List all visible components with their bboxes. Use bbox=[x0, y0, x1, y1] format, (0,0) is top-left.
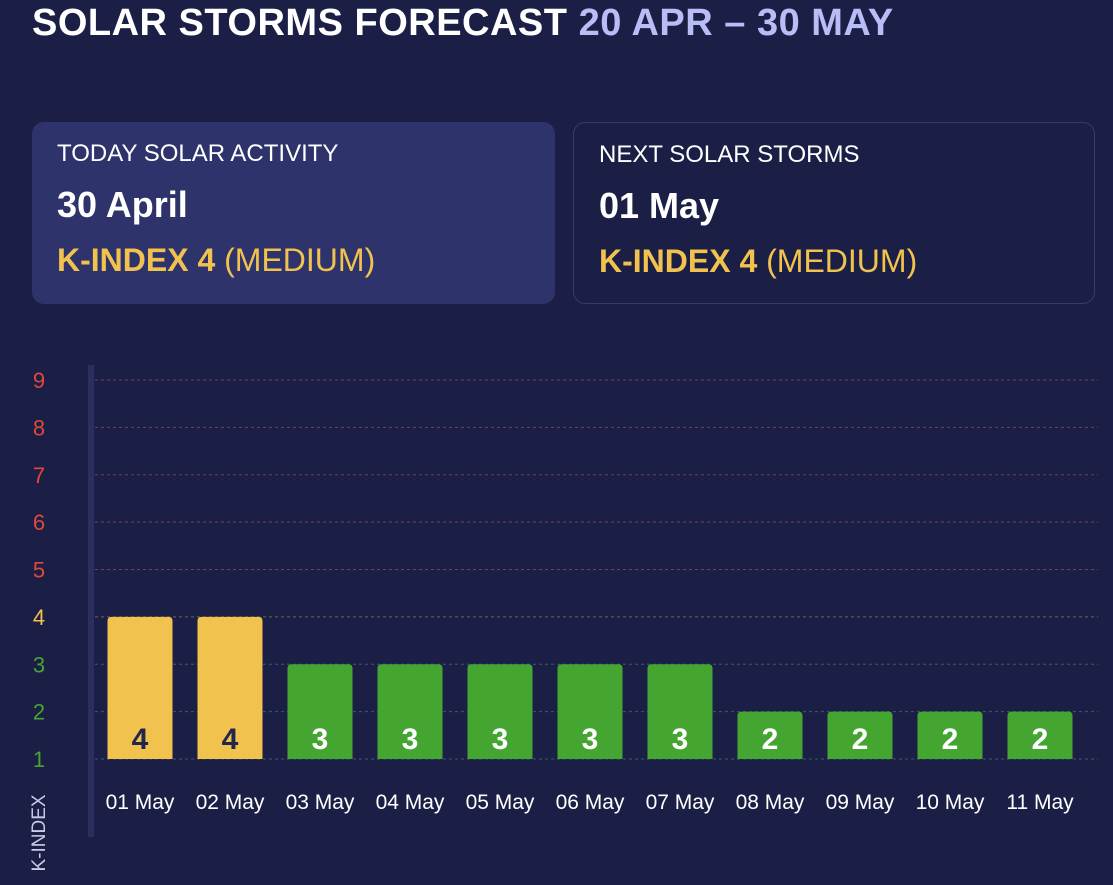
next-card-label: NEXT SOLAR STORMS bbox=[599, 141, 860, 168]
x-tick-label: 06 May bbox=[556, 791, 625, 814]
next-card-date: 01 May bbox=[599, 185, 720, 226]
bar-value-label: 3 bbox=[672, 723, 689, 756]
y-axis-title: K-INDEX bbox=[29, 794, 50, 871]
bar-value-label: 2 bbox=[1032, 723, 1049, 756]
x-tick-label: 07 May bbox=[646, 791, 715, 814]
bar-value-label: 3 bbox=[402, 723, 419, 756]
bar bbox=[197, 616, 263, 759]
date-range: 20 APR – 30 MAY bbox=[578, 2, 894, 44]
x-tick-label: 01 May bbox=[106, 791, 175, 814]
bar bbox=[827, 711, 893, 759]
bar-value-label: 3 bbox=[582, 723, 599, 756]
y-tick-label: 1 bbox=[33, 747, 45, 772]
y-tick-label: 2 bbox=[33, 700, 45, 725]
bar bbox=[737, 711, 803, 759]
today-kindex-value: K-INDEX 4 bbox=[57, 242, 216, 278]
next-kindex-value: K-INDEX 4 bbox=[599, 243, 758, 279]
x-tick-label: 02 May bbox=[196, 791, 265, 814]
today-activity-card[interactable]: TODAY SOLAR ACTIVITY 30 April K-INDEX 4 … bbox=[32, 122, 555, 304]
bar bbox=[287, 664, 353, 759]
today-kindex-level: (MEDIUM) bbox=[224, 242, 376, 278]
page-title: SOLAR STORMS FORECAST 20 APR – 30 MAY bbox=[32, 2, 894, 45]
bar bbox=[107, 616, 173, 759]
bar bbox=[377, 664, 443, 759]
y-tick-label: 9 bbox=[33, 368, 45, 393]
y-tick-label: 8 bbox=[33, 415, 45, 440]
x-tick-label: 04 May bbox=[376, 791, 445, 814]
bar bbox=[557, 664, 623, 759]
today-card-kindex: K-INDEX 4 (MEDIUM) bbox=[57, 242, 530, 279]
bar-value-label: 2 bbox=[852, 723, 869, 756]
bar bbox=[917, 711, 983, 759]
x-tick-label: 08 May bbox=[736, 791, 805, 814]
next-storms-card[interactable]: NEXT SOLAR STORMS 01 May K-INDEX 4 (MEDI… bbox=[573, 122, 1095, 304]
kindex-bar-chart: 1 2 3 4 5 6 7 8 9 4 01 May 4 02 May 3 03 May 3 04 May 3 05… bbox=[29, 365, 1098, 872]
x-tick-label: 05 May bbox=[466, 791, 535, 814]
y-axis-line bbox=[88, 365, 94, 837]
bar bbox=[647, 664, 713, 759]
bar-value-label: 2 bbox=[762, 723, 779, 756]
bar-value-label: 3 bbox=[492, 723, 509, 756]
title-text: SOLAR STORMS FORECAST bbox=[32, 2, 568, 44]
y-tick-label: 6 bbox=[33, 510, 45, 535]
bar-value-label: 3 bbox=[312, 723, 329, 756]
next-kindex-level: (MEDIUM) bbox=[766, 243, 918, 279]
y-tick-label: 5 bbox=[33, 558, 45, 583]
bar-value-label: 4 bbox=[132, 723, 149, 756]
y-tick-label: 7 bbox=[33, 463, 45, 488]
bar bbox=[1007, 711, 1073, 759]
next-card-kindex: K-INDEX 4 (MEDIUM) bbox=[599, 243, 1069, 280]
x-tick-label: 09 May bbox=[826, 791, 895, 814]
today-card-date: 30 April bbox=[57, 184, 188, 225]
bar bbox=[467, 664, 533, 759]
bar-value-label: 4 bbox=[222, 723, 239, 756]
bar-value-label: 2 bbox=[942, 723, 959, 756]
x-tick-label: 03 May bbox=[286, 791, 355, 814]
x-tick-label: 10 May bbox=[916, 791, 985, 814]
y-tick-label: 4 bbox=[33, 605, 45, 630]
x-tick-label: 11 May bbox=[1006, 791, 1074, 814]
y-tick-label: 3 bbox=[33, 652, 45, 677]
today-card-label: TODAY SOLAR ACTIVITY bbox=[57, 140, 339, 167]
